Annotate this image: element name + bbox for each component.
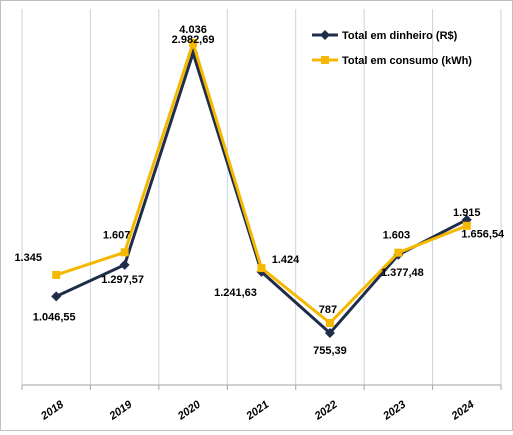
legend-label-consumption: Total em consumo (kWh)	[342, 55, 472, 67]
point-consumption-2024	[462, 221, 471, 230]
point-consumption-2020	[189, 39, 198, 47]
series-line-0	[55, 48, 468, 336]
data-label-consumption-2018: 1.345	[14, 252, 42, 264]
x-tick-label-2021: 2021	[243, 399, 271, 423]
point-money-2019	[119, 259, 130, 270]
point-consumption-2021	[257, 264, 266, 273]
data-label-money-2018: 1.046,55	[33, 311, 76, 323]
point-consumption-2022	[325, 319, 334, 327]
legend-marker-money	[320, 30, 330, 40]
data-label-money-2024: 1.656,54	[461, 229, 505, 241]
x-tick-label-2022: 2022	[312, 399, 340, 423]
point-consumption-2023	[394, 248, 403, 257]
data-label-money-2023: 1.377,48	[381, 267, 424, 279]
x-tick-label-2020: 2020	[175, 398, 203, 423]
data-label-consumption-2019: 1.607	[103, 229, 131, 241]
data-label-money-2021: 1.241,63	[214, 287, 257, 299]
data-label-consumption-2021: 1.424	[272, 254, 300, 266]
x-axis-ticks: 2018 2019 2020 2021 2022 2023 2024	[21, 385, 502, 423]
x-tick-label-2018: 2018	[38, 398, 66, 423]
gridlines	[21, 9, 502, 385]
data-label-consumption-2022: 787	[319, 304, 337, 316]
legend-marker-consumption	[321, 56, 329, 64]
x-tick-label-2024: 2024	[449, 399, 477, 423]
point-consumption-2019	[120, 248, 129, 257]
x-tick-label-2019: 2019	[107, 398, 135, 423]
data-label-money-2019: 1.297,57	[101, 274, 144, 286]
data-labels: 1.046,55 1.297,57 2.982,69 1.241,63 755,39 1.…	[14, 24, 505, 357]
data-label-consumption-2023: 1.603	[383, 230, 411, 242]
point-consumption-2018	[52, 270, 61, 279]
data-label-money-2022: 755,39	[313, 345, 347, 357]
legend: Total em dinheiro (R$) Total em consumo …	[312, 30, 472, 67]
series-lines	[51, 38, 472, 338]
x-tick-label-2023: 2023	[380, 399, 408, 423]
legend-entry-money: Total em dinheiro (R$)	[312, 30, 458, 42]
data-label-money-2020: 2.982,69	[172, 34, 215, 46]
point-money-2022	[324, 328, 335, 338]
legend-label-money: Total em dinheiro (R$)	[342, 30, 458, 42]
data-label-consumption-2020: 4.036	[179, 24, 207, 36]
point-money-2018	[51, 291, 62, 302]
data-label-consumption-2024: 1.915	[453, 207, 481, 219]
legend-entry-consumption: Total em consumo (kWh)	[312, 55, 472, 67]
